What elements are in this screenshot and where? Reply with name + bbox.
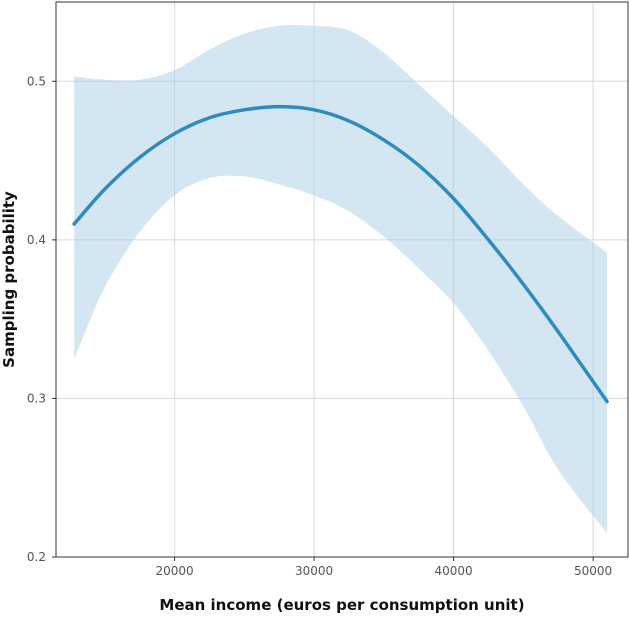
confidence-band-layer [74,24,608,534]
confidence-band [74,24,608,534]
trend-line-layer [72,104,609,404]
x-tick-label: 40000 [435,564,473,578]
y-tick-label: 0.2 [27,550,46,564]
y-tick-label: 0.5 [27,74,46,88]
y-axis-title: Sampling probability [0,191,18,368]
plot-frame [55,1,629,558]
trend-line [72,104,609,404]
x-tick-label: 20000 [155,564,193,578]
x-axis-ticks: 20000 30000 40000 50000 [155,557,612,578]
y-axis-ticks: 0.2 0.3 0.4 0.5 [27,74,56,564]
y-tick-label: 0.3 [27,391,46,405]
x-tick-label: 50000 [574,564,612,578]
y-tick-label: 0.4 [27,233,46,247]
x-axis-title: Mean income (euros per consumption unit) [159,596,524,614]
x-tick-label: 30000 [295,564,333,578]
